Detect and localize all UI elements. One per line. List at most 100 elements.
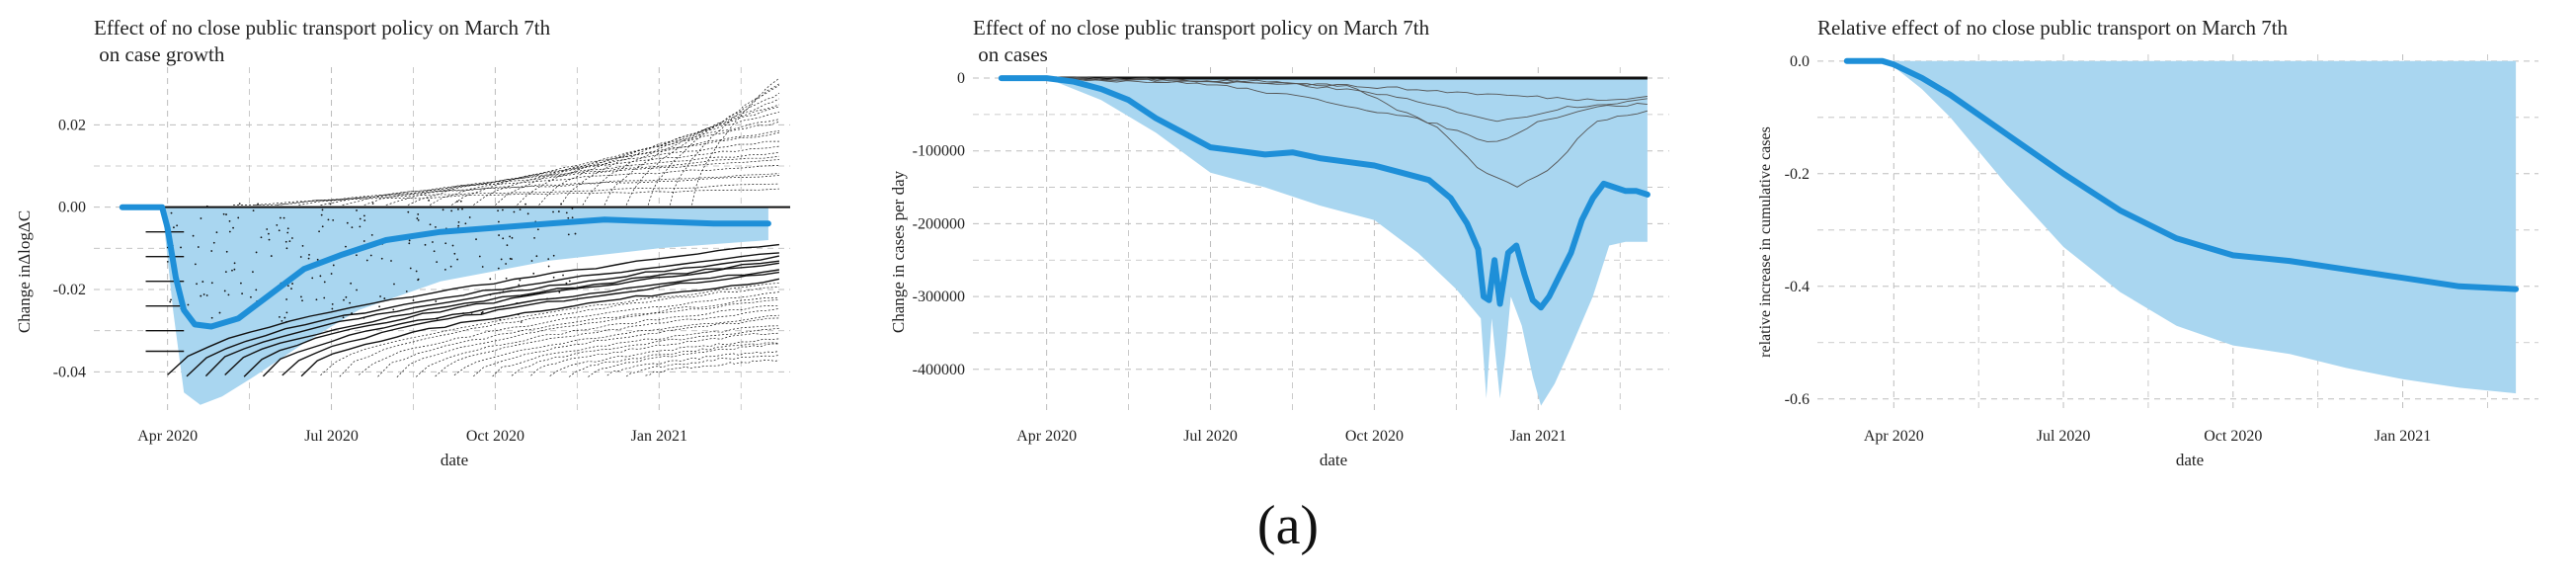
trace-line xyxy=(186,252,779,377)
trace-point xyxy=(506,244,509,247)
trace-point xyxy=(268,232,270,235)
trace-point xyxy=(489,293,492,296)
trace-point xyxy=(432,241,434,243)
trace-point xyxy=(499,318,502,321)
trace-point xyxy=(359,217,362,220)
trace-point xyxy=(520,321,523,323)
trace-point xyxy=(424,243,427,246)
trace-point xyxy=(356,289,358,291)
trace-point xyxy=(252,209,255,212)
trace-point xyxy=(257,203,260,206)
trace-line xyxy=(473,130,779,206)
trace-line xyxy=(243,262,780,377)
trace-point xyxy=(560,203,562,206)
trace-point xyxy=(502,237,505,240)
trace-point xyxy=(457,224,460,227)
x-tick-label: Jul 2020 xyxy=(1183,428,1238,445)
chart-3: Relative effect of no close public trans… xyxy=(1757,16,2538,469)
trace-point xyxy=(517,313,520,316)
trace-line xyxy=(298,173,779,206)
trace-point xyxy=(210,316,213,319)
trace-point xyxy=(409,267,412,270)
trace-point xyxy=(307,257,310,260)
trace-point xyxy=(329,203,332,206)
trace-line xyxy=(277,175,779,206)
chart-2-title-line-2: on cases xyxy=(973,42,1048,66)
trace-point xyxy=(194,263,197,266)
chart-3-title-line-1: Relative effect of no close public trans… xyxy=(1817,16,2289,40)
trace-point xyxy=(227,293,230,296)
x-tick-label: Jan 2021 xyxy=(1510,428,1567,445)
trace-point xyxy=(497,209,499,212)
trace-point xyxy=(499,291,501,294)
trace-point xyxy=(319,275,322,278)
trace-point xyxy=(450,209,453,212)
y-tick-label: -0.4 xyxy=(1785,279,1810,295)
trace-point xyxy=(565,211,568,214)
chart-2-plot-area: Apr 2020 Jul 2020 Oct 2020 Jan 2021 0 -100000… xyxy=(913,67,1669,445)
trace-line xyxy=(495,121,780,206)
trace-point xyxy=(356,209,358,211)
trace-point xyxy=(468,216,471,218)
trace-point xyxy=(288,240,291,243)
trace-point xyxy=(435,300,438,302)
y-tick-label: -0.2 xyxy=(1785,166,1810,183)
trace-point xyxy=(223,290,226,292)
trace-point xyxy=(173,226,175,229)
trace-point xyxy=(433,250,436,253)
trace-point xyxy=(316,258,319,261)
trace-point xyxy=(369,254,372,257)
trace-point xyxy=(505,263,508,265)
trace-point xyxy=(359,225,362,228)
trace-point xyxy=(210,250,213,252)
trace-point xyxy=(436,261,439,264)
trace-point xyxy=(284,240,287,243)
trace-point xyxy=(475,238,477,241)
trace-point xyxy=(567,233,570,236)
trace-point xyxy=(515,302,518,305)
trace-point xyxy=(464,222,467,225)
trace-point xyxy=(430,206,433,208)
trace-point xyxy=(250,295,252,298)
x-tick-label: Apr 2020 xyxy=(1864,428,1924,445)
y-tick-label: -300000 xyxy=(913,289,965,305)
trace-point xyxy=(301,299,303,302)
trace-point xyxy=(435,225,437,228)
trace-point xyxy=(210,282,213,285)
trace-point xyxy=(509,257,512,260)
trace-point xyxy=(567,216,570,219)
trace-point xyxy=(180,246,182,249)
trace-line xyxy=(1046,76,1648,102)
trace-point xyxy=(260,236,263,239)
trace-point xyxy=(255,251,258,254)
chart-1-grid xyxy=(94,67,790,413)
trace-point xyxy=(351,226,354,229)
trace-point xyxy=(415,270,418,273)
trace-point xyxy=(238,203,241,206)
trace-point xyxy=(205,205,208,207)
trace-point xyxy=(215,231,218,234)
trace-line xyxy=(582,104,780,206)
trace-point xyxy=(428,199,430,202)
chart-3-confidence-band xyxy=(1882,60,2517,394)
trace-point xyxy=(552,210,554,213)
chart-2-y-axis-label: Change in cases per day xyxy=(889,170,908,333)
chart-1-plot-area: Apr 2020 Jul 2020 Oct 2020 Jan 2021 0.02 0.00… xyxy=(53,67,790,445)
trace-point xyxy=(283,316,286,319)
trace-point xyxy=(502,290,505,293)
trace-point xyxy=(442,208,444,211)
trace-point xyxy=(457,220,460,223)
trace-point xyxy=(532,272,535,275)
trace-point xyxy=(505,277,508,280)
chart-1: Effect of no close public transport poli… xyxy=(15,16,790,469)
trace-line xyxy=(167,243,779,375)
trace-point xyxy=(489,278,492,281)
trace-point xyxy=(280,216,282,219)
trace-point xyxy=(565,282,568,285)
x-tick-label: Jan 2021 xyxy=(2375,428,2431,445)
trace-point xyxy=(412,299,415,301)
trace-point xyxy=(408,242,411,245)
y-tick-label: 0.00 xyxy=(58,200,86,216)
trace-point xyxy=(290,237,293,239)
trace-point xyxy=(225,213,227,215)
